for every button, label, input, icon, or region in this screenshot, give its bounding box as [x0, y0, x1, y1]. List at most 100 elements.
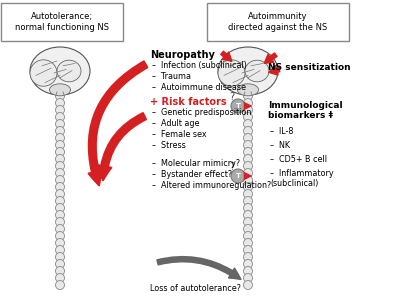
Circle shape: [244, 161, 252, 171]
Circle shape: [244, 98, 252, 108]
Polygon shape: [244, 92, 252, 95]
Circle shape: [56, 105, 64, 115]
Text: –  Infection (subclinical): – Infection (subclinical): [152, 61, 247, 70]
FancyArrowPatch shape: [244, 172, 251, 179]
Circle shape: [244, 182, 252, 191]
Circle shape: [56, 134, 64, 142]
Ellipse shape: [245, 60, 269, 82]
Circle shape: [56, 218, 64, 227]
Text: –  Bystander effect?: – Bystander effect?: [152, 170, 232, 179]
Ellipse shape: [30, 60, 57, 86]
Circle shape: [244, 175, 252, 185]
Circle shape: [56, 98, 64, 108]
Text: Immunological
biomarkers ‡: Immunological biomarkers ‡: [268, 101, 343, 120]
Circle shape: [244, 105, 252, 115]
Circle shape: [56, 281, 64, 289]
Circle shape: [244, 218, 252, 227]
FancyArrowPatch shape: [89, 61, 147, 185]
Circle shape: [56, 238, 64, 248]
Text: Neuropathy: Neuropathy: [150, 50, 215, 60]
Circle shape: [244, 155, 252, 164]
Circle shape: [244, 211, 252, 219]
Text: Loss of autotolerance?: Loss of autotolerance?: [150, 284, 240, 293]
Circle shape: [244, 141, 252, 149]
FancyBboxPatch shape: [1, 3, 123, 41]
Circle shape: [56, 148, 64, 157]
Circle shape: [56, 259, 64, 268]
Text: –  Altered immunoregulation?: – Altered immunoregulation?: [152, 181, 271, 190]
Circle shape: [56, 204, 64, 212]
Circle shape: [244, 112, 252, 122]
Circle shape: [56, 155, 64, 164]
Circle shape: [244, 231, 252, 241]
Circle shape: [244, 197, 252, 205]
Circle shape: [56, 119, 64, 128]
FancyArrowPatch shape: [157, 257, 241, 279]
Circle shape: [56, 189, 64, 198]
Circle shape: [56, 182, 64, 191]
Text: T: T: [236, 173, 240, 179]
Ellipse shape: [50, 84, 70, 96]
Text: –  CD5+ B cell: – CD5+ B cell: [270, 155, 327, 164]
Circle shape: [244, 225, 252, 234]
Ellipse shape: [218, 60, 245, 86]
Circle shape: [244, 252, 252, 261]
Ellipse shape: [218, 47, 278, 95]
Circle shape: [56, 168, 64, 178]
FancyArrowPatch shape: [244, 102, 251, 109]
FancyArrowPatch shape: [221, 51, 232, 61]
Text: –  Adult age: – Adult age: [152, 119, 200, 128]
Text: Autoimmunity
directed against the NS: Autoimmunity directed against the NS: [228, 12, 328, 32]
Circle shape: [56, 92, 64, 101]
Circle shape: [56, 245, 64, 255]
Polygon shape: [56, 92, 64, 95]
Text: –  IL-8: – IL-8: [270, 127, 293, 136]
Text: –  Inflammatory
(subclinical): – Inflammatory (subclinical): [270, 169, 334, 188]
Text: NS sensitization: NS sensitization: [268, 63, 351, 72]
Circle shape: [244, 126, 252, 135]
FancyArrowPatch shape: [98, 113, 146, 180]
Circle shape: [56, 197, 64, 205]
Circle shape: [56, 161, 64, 171]
Text: –  Female sex: – Female sex: [152, 130, 207, 139]
Text: T: T: [236, 103, 240, 109]
Circle shape: [244, 148, 252, 157]
FancyBboxPatch shape: [207, 3, 349, 41]
Circle shape: [56, 274, 64, 282]
Ellipse shape: [30, 47, 90, 95]
Ellipse shape: [57, 60, 81, 82]
Circle shape: [244, 134, 252, 142]
Text: ?: ?: [230, 92, 234, 102]
Text: –  Genetic predisposition: – Genetic predisposition: [152, 108, 251, 117]
Circle shape: [231, 99, 245, 113]
Circle shape: [244, 204, 252, 212]
Text: –  Molecular mimicry?: – Molecular mimicry?: [152, 159, 240, 168]
Circle shape: [56, 126, 64, 135]
Text: –  Trauma: – Trauma: [152, 72, 191, 81]
Text: ?: ?: [230, 162, 234, 172]
Text: –  Autoimmune disease: – Autoimmune disease: [152, 83, 246, 92]
FancyArrowPatch shape: [264, 53, 277, 63]
Ellipse shape: [238, 84, 258, 96]
Circle shape: [244, 119, 252, 128]
FancyArrowPatch shape: [269, 65, 280, 75]
Text: + Risk factors: + Risk factors: [150, 97, 227, 107]
Circle shape: [56, 112, 64, 122]
Circle shape: [231, 169, 245, 183]
Circle shape: [244, 238, 252, 248]
Circle shape: [56, 141, 64, 149]
Circle shape: [56, 231, 64, 241]
Text: –  NK: – NK: [270, 141, 290, 150]
Circle shape: [56, 225, 64, 234]
Circle shape: [56, 175, 64, 185]
Text: –  Stress: – Stress: [152, 141, 186, 150]
Circle shape: [244, 189, 252, 198]
Circle shape: [56, 267, 64, 275]
Circle shape: [244, 267, 252, 275]
Circle shape: [244, 274, 252, 282]
Circle shape: [56, 211, 64, 219]
Circle shape: [244, 259, 252, 268]
Circle shape: [244, 245, 252, 255]
Circle shape: [244, 168, 252, 178]
Text: Autotolerance;
normal functioning NS: Autotolerance; normal functioning NS: [15, 12, 109, 32]
